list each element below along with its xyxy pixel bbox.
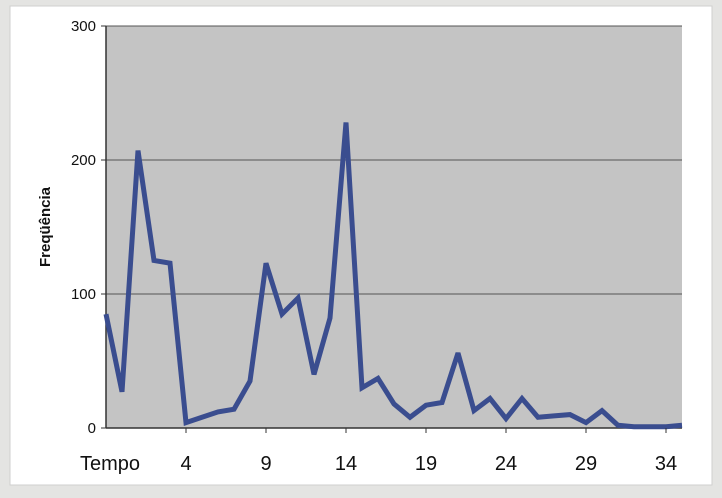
y-tick-label-100: 100 — [71, 286, 96, 303]
y-tick-label-0: 0 — [88, 420, 96, 437]
y-axis-label: Freqüência — [37, 186, 54, 267]
x-tick-label-34: 34 — [655, 453, 677, 475]
x-tick-label-29: 29 — [575, 453, 597, 475]
y-tick-label-200: 200 — [71, 152, 96, 169]
x-tick-label-9: 9 — [260, 453, 271, 475]
plot-area — [106, 26, 682, 428]
x-tick-label-24: 24 — [495, 453, 517, 475]
y-tick-label-300: 300 — [71, 18, 96, 35]
x-tick-label-4: 4 — [180, 453, 191, 475]
x-tick-label-14: 14 — [335, 453, 357, 475]
x-tick-label-19: 19 — [415, 453, 437, 475]
x-axis-label: Tempo — [80, 453, 140, 475]
